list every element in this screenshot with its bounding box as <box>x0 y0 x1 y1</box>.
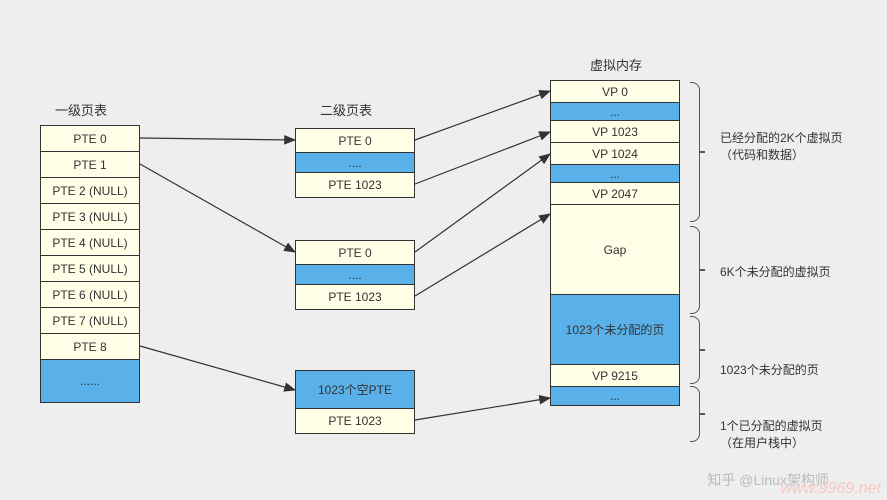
table-cell: .... <box>296 153 414 173</box>
title-vm: 虚拟内存 <box>590 55 642 74</box>
table-cell: VP 1023 <box>551 121 679 143</box>
table-cell: ... <box>551 165 679 183</box>
brace <box>690 226 700 314</box>
table-cell: PTE 5 (NULL) <box>41 256 139 282</box>
table-cell: ... <box>551 103 679 121</box>
table-cell: PTE 6 (NULL) <box>41 282 139 308</box>
annotation-label: 1023个未分配的页 <box>720 362 819 379</box>
level2-table: PTE 0....PTE 1023 <box>295 128 415 198</box>
table-cell: PTE 0 <box>296 129 414 153</box>
level2-table: PTE 0....PTE 1023 <box>295 240 415 310</box>
annotation-label: 1个已分配的虚拟页（在用户栈中） <box>720 418 823 452</box>
table-cell: PTE 1023 <box>296 173 414 197</box>
table-cell: .... <box>296 265 414 285</box>
table-cell: ...... <box>41 360 139 402</box>
title-l1: 一级页表 <box>55 100 107 119</box>
table-cell: PTE 2 (NULL) <box>41 178 139 204</box>
watermark-url: www.9969.net <box>780 480 881 498</box>
table-cell: ... <box>551 387 679 405</box>
table-cell: VP 9215 <box>551 365 679 387</box>
table-cell: 1023个未分配的页 <box>551 295 679 365</box>
table-cell: 1023个空PTE <box>296 371 414 409</box>
annotation-label: 已经分配的2K个虚拟页（代码和数据） <box>720 130 843 164</box>
table-cell: PTE 1 <box>41 152 139 178</box>
table-cell: VP 0 <box>551 81 679 103</box>
table-cell: PTE 0 <box>41 126 139 152</box>
table-cell: Gap <box>551 205 679 295</box>
table-cell: PTE 4 (NULL) <box>41 230 139 256</box>
level2-table: 1023个空PTEPTE 1023 <box>295 370 415 434</box>
table-cell: PTE 7 (NULL) <box>41 308 139 334</box>
table-cell: PTE 8 <box>41 334 139 360</box>
table-cell: PTE 3 (NULL) <box>41 204 139 230</box>
virtual-memory-column: VP 0...VP 1023VP 1024...VP 2047Gap1023个未… <box>550 80 680 406</box>
table-cell: PTE 1023 <box>296 285 414 309</box>
brace <box>690 386 700 442</box>
table-cell: PTE 0 <box>296 241 414 265</box>
table-cell: VP 2047 <box>551 183 679 205</box>
brace <box>690 316 700 384</box>
table-cell: PTE 1023 <box>296 409 414 433</box>
brace <box>690 82 700 222</box>
level1-page-table: PTE 0PTE 1PTE 2 (NULL)PTE 3 (NULL)PTE 4 … <box>40 125 140 403</box>
title-l2: 二级页表 <box>320 100 372 119</box>
annotation-label: 6K个未分配的虚拟页 <box>720 264 831 281</box>
table-cell: VP 1024 <box>551 143 679 165</box>
